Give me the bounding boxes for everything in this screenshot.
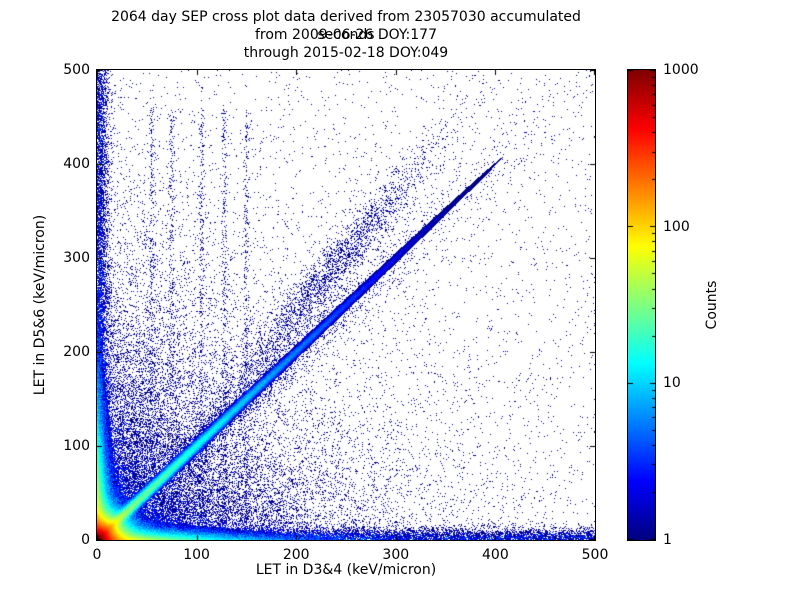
y-tick-label: 300 (63, 250, 90, 266)
colorbar-tick-label: 100 (663, 218, 690, 235)
y-tick-label: 100 (63, 438, 90, 454)
x-tick-label: 300 (382, 547, 410, 563)
y-axis-label: LET in D5&6 (keV/micron) (32, 214, 48, 396)
colorbar-tick-label: 10 (663, 375, 681, 392)
colorbar-tick-label: 1000 (663, 62, 699, 78)
chart-title: 2064 day SEP cross plot data derived fro… (111, 9, 581, 43)
chart-subtitle2: through 2015-02-18 DOY:049 (243, 45, 449, 61)
x-axis-label: LET in D3&4 (keV/micron) (255, 562, 437, 578)
x-tick-label: 500 (581, 547, 609, 563)
colorbar-tick-label: 1 (663, 532, 672, 548)
x-tick-label: 200 (282, 547, 310, 563)
plot-area (96, 69, 596, 541)
y-tick-label: 500 (63, 62, 90, 78)
chart-subtitle1: from 2009-06-26 DOY:177 (254, 27, 437, 43)
colorbar (627, 69, 656, 541)
y-tick-label: 400 (63, 156, 90, 172)
y-tick-label: 0 (81, 532, 90, 548)
x-tick-label: 400 (482, 547, 509, 563)
x-tick-label: 0 (92, 547, 102, 563)
colorbar-gradient-canvas (628, 70, 655, 540)
scatter-density-canvas (97, 70, 595, 540)
x-tick-label: 100 (183, 547, 210, 563)
colorbar-label: Counts (704, 280, 720, 330)
y-tick-label: 200 (63, 344, 90, 360)
